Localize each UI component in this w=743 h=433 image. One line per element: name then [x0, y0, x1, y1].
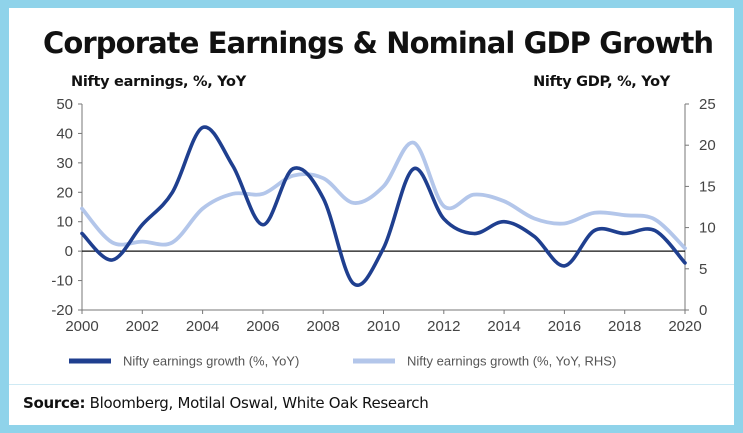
- legend-label: Nifty earnings growth (%, YoY, RHS): [407, 354, 616, 369]
- left-axis-ticks: 50 40 30 20 10 0 -10 -20: [51, 96, 82, 319]
- x-tick-label: 2012: [427, 318, 460, 335]
- left-tick-label: 10: [56, 214, 73, 231]
- rhs-series-line: [80, 140, 687, 251]
- left-tick-label: 30: [56, 155, 73, 172]
- x-tick-label: 2014: [487, 318, 520, 335]
- left-tick-label: -20: [51, 302, 73, 319]
- x-tick-label: 2004: [186, 318, 219, 335]
- left-tick-label: 40: [56, 125, 73, 142]
- source-label: Source:: [23, 394, 86, 412]
- x-axis-ticks: 2000 2002 2004 2006 2008 2010 2012 2014 2016 2018…: [65, 310, 702, 335]
- right-tick-label: 0: [699, 302, 707, 319]
- right-tick-label: 10: [699, 220, 716, 237]
- x-tick-label: 2010: [367, 318, 400, 335]
- right-tick-label: 20: [699, 137, 716, 154]
- legend: Nifty earnings growth (%, YoY) Nifty earn…: [69, 354, 616, 369]
- x-tick-label: 2006: [246, 318, 279, 335]
- right-tick-label: 5: [699, 261, 707, 278]
- left-tick-label: 0: [65, 243, 73, 260]
- right-tick-label: 15: [699, 178, 716, 195]
- chart-card: Corporate Earnings & Nominal GDP Growth …: [9, 8, 734, 425]
- x-tick-label: 2002: [126, 318, 159, 335]
- left-tick-label: 20: [56, 184, 73, 201]
- legend-label: Nifty earnings growth (%, YoY): [123, 354, 299, 369]
- x-tick-label: 2000: [65, 318, 98, 335]
- x-tick-label: 2020: [668, 318, 701, 335]
- chart-title: Corporate Earnings & Nominal GDP Growth: [43, 26, 714, 60]
- right-axis-title: Nifty GDP, %, YoY: [533, 74, 670, 90]
- right-tick-label: 25: [699, 96, 716, 113]
- left-tick-label: 50: [56, 96, 73, 113]
- earnings-series-line: [80, 125, 687, 287]
- source-note: Source: Bloomberg, Motilal Oswal, White …: [23, 394, 429, 412]
- x-tick-label: 2008: [307, 318, 340, 335]
- x-tick-label: 2016: [548, 318, 581, 335]
- source-text: Bloomberg, Motilal Oswal, White Oak Rese…: [85, 394, 429, 412]
- x-tick-label: 2018: [608, 318, 641, 335]
- left-tick-label: -10: [51, 273, 73, 290]
- left-axis-title: Nifty earnings, %, YoY: [71, 74, 246, 90]
- source-footer: Source: Bloomberg, Motilal Oswal, White …: [9, 384, 734, 425]
- series-layer: [80, 125, 687, 287]
- right-axis-ticks: 25 20 15 10 5 0: [685, 96, 716, 319]
